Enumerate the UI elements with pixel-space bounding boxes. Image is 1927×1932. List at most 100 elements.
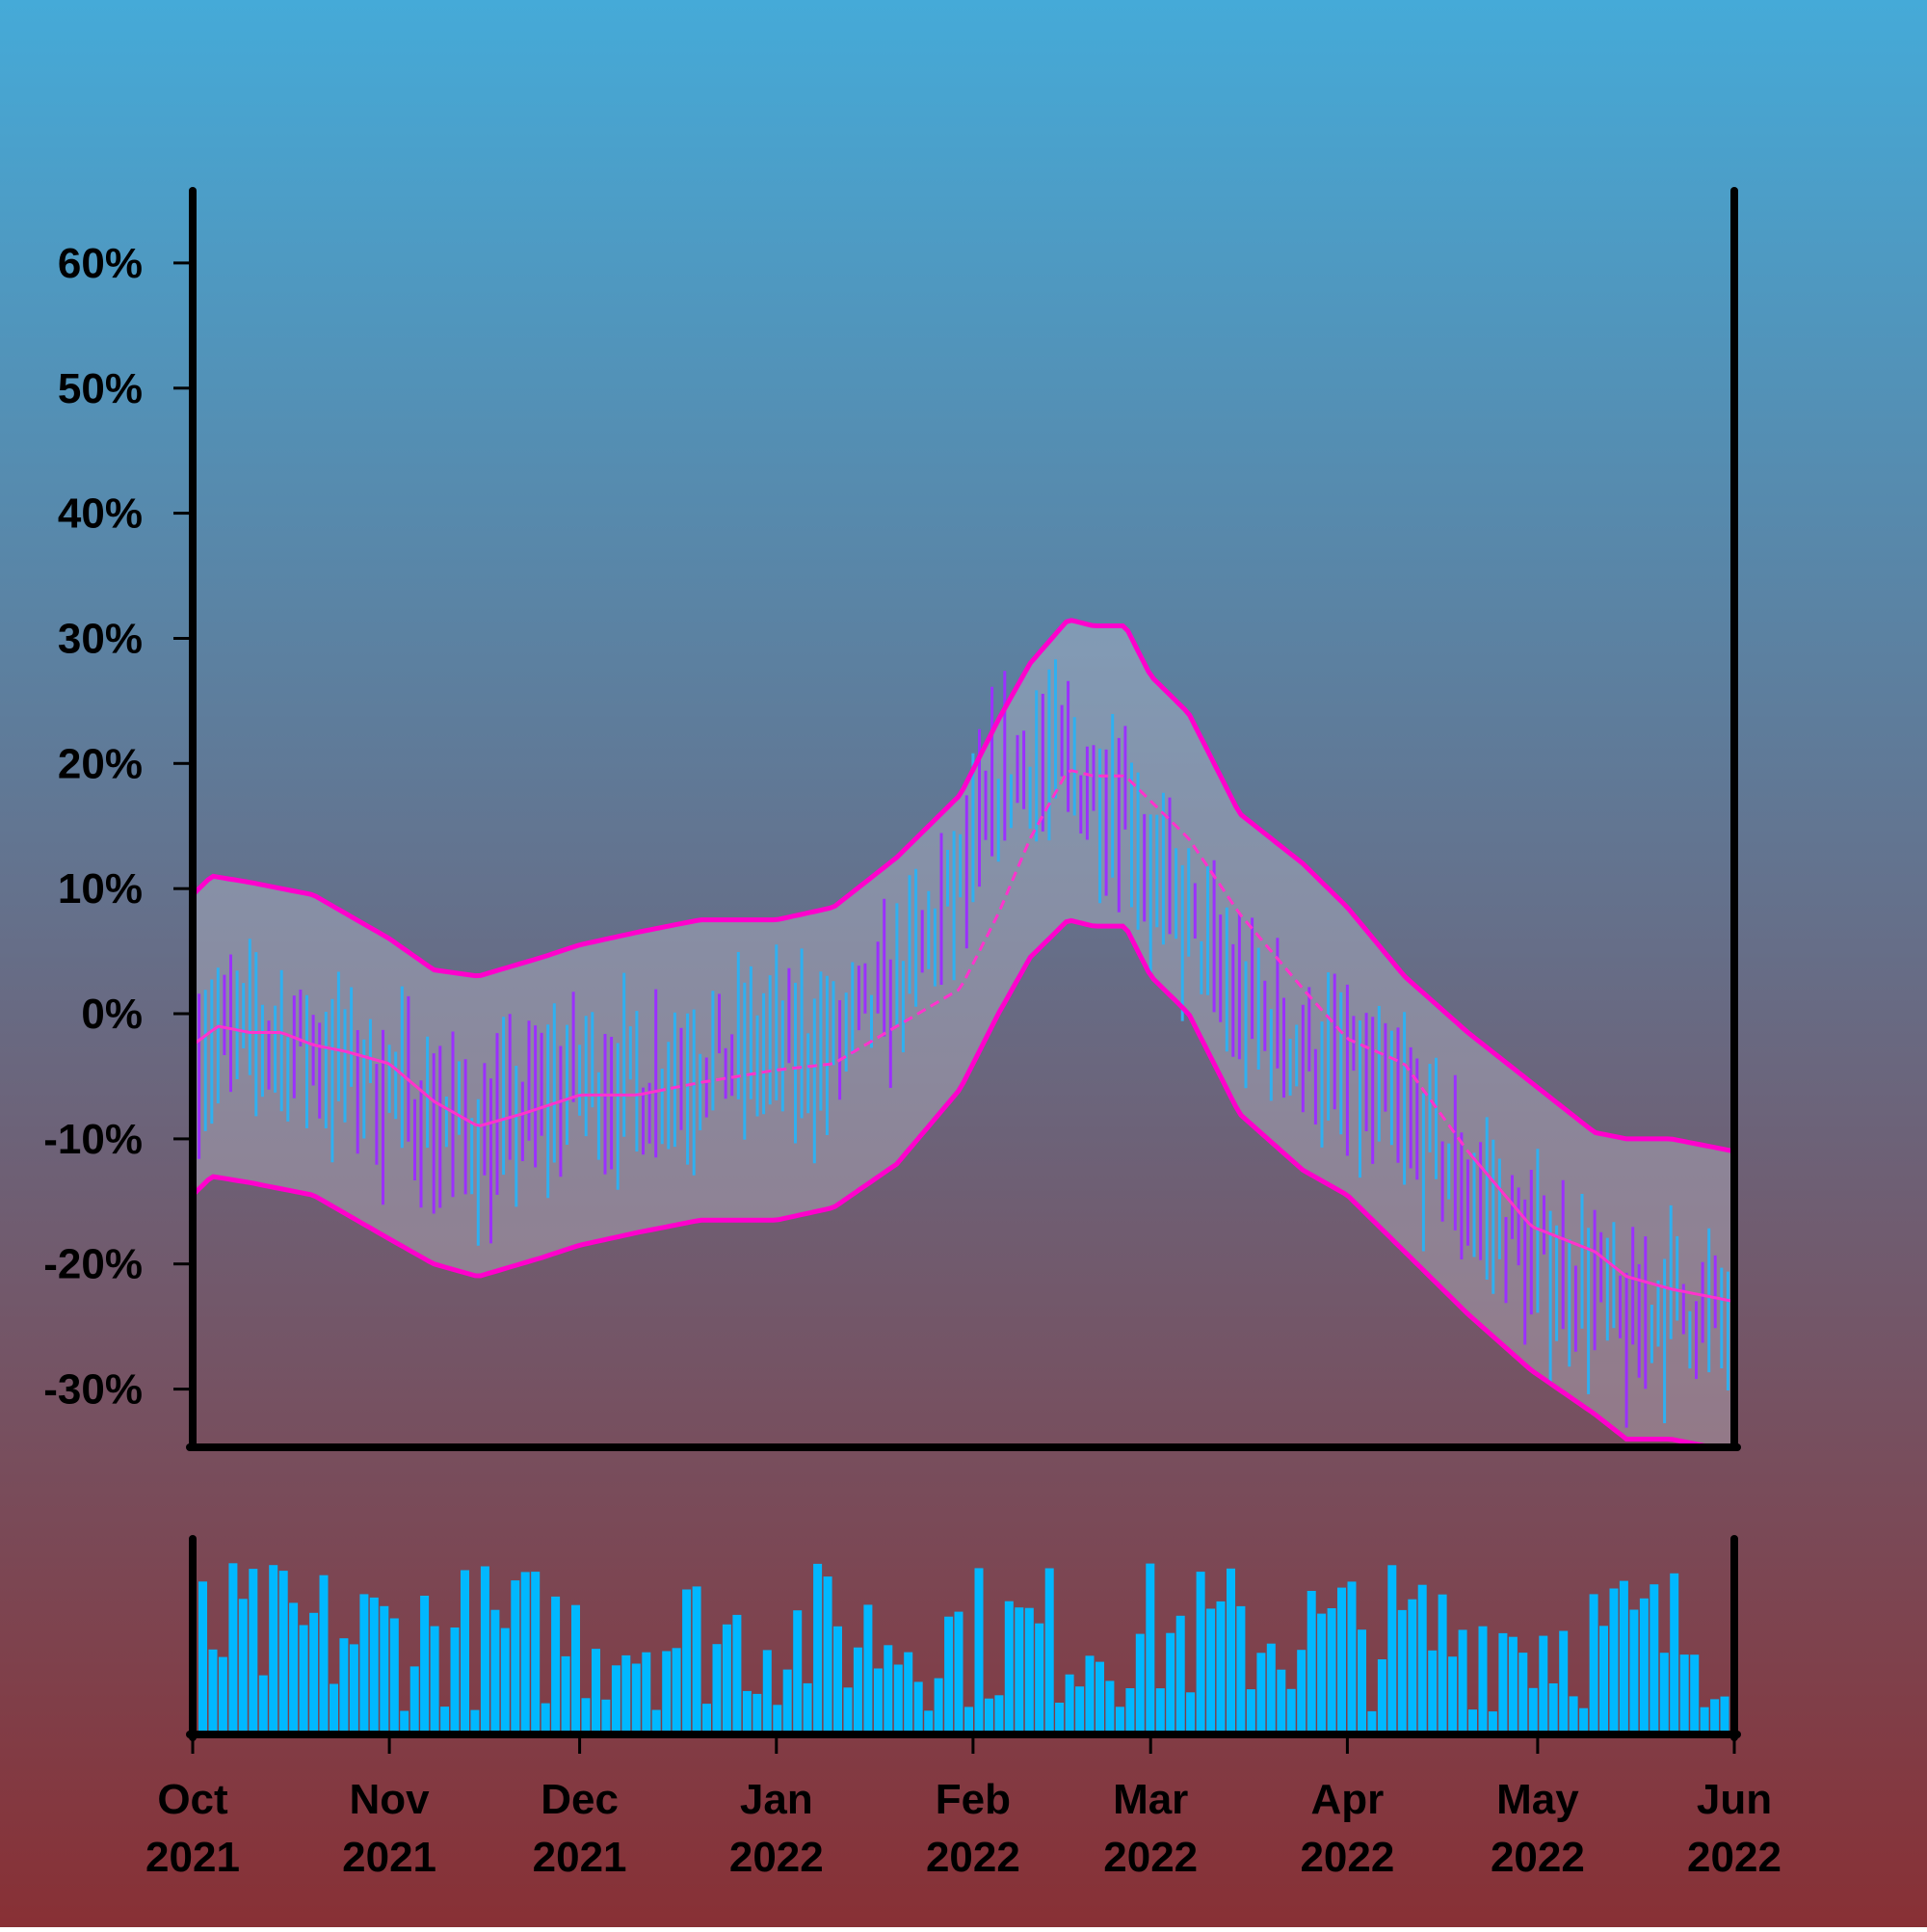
- volume-bar: [1358, 1629, 1366, 1733]
- volume-bar: [541, 1703, 550, 1733]
- upper-band-line: [193, 618, 1734, 1154]
- volume-bar: [1659, 1653, 1669, 1733]
- volume-bar: [1690, 1654, 1700, 1733]
- volume-bar: [1085, 1655, 1095, 1733]
- volume-bar: [1579, 1707, 1589, 1733]
- volume-bar: [1387, 1565, 1397, 1733]
- volume-bar: [954, 1611, 964, 1733]
- volume-bar: [611, 1665, 620, 1733]
- volume-bar: [1186, 1692, 1196, 1733]
- volume-bar: [339, 1638, 349, 1733]
- volume-bar: [1548, 1683, 1558, 1733]
- volume-bar: [944, 1616, 954, 1733]
- volume-bar: [571, 1604, 580, 1733]
- volume-bar: [884, 1645, 893, 1733]
- volume-bar: [289, 1602, 299, 1733]
- volume-bar: [1105, 1681, 1115, 1733]
- y-tick-label: 60%: [58, 240, 143, 287]
- volume-bar: [651, 1709, 661, 1733]
- volume-bar: [1075, 1686, 1085, 1733]
- volume-bar: [782, 1669, 792, 1733]
- lower-band-line: [193, 917, 1715, 1445]
- volume-bar: [1539, 1635, 1548, 1733]
- volume-bar: [420, 1596, 430, 1733]
- volume-bar: [440, 1707, 450, 1733]
- volume-bar: [1175, 1615, 1185, 1733]
- volume-bar: [1196, 1572, 1205, 1733]
- volume-bar: [793, 1610, 803, 1733]
- volume-bar: [470, 1709, 480, 1733]
- volume-bar: [1720, 1696, 1729, 1733]
- volume-bar: [592, 1649, 600, 1733]
- volume-bar: [319, 1575, 329, 1733]
- volume-bar: [1559, 1630, 1569, 1733]
- volume-bar: [934, 1678, 943, 1733]
- volume-bar: [228, 1563, 238, 1733]
- volume-bar: [702, 1704, 711, 1733]
- x-tick-month: May: [1496, 1776, 1579, 1823]
- volume-bar: [1478, 1626, 1488, 1733]
- volume-bar: [1317, 1613, 1327, 1733]
- volume-bar: [1528, 1687, 1538, 1733]
- x-tick-month: Apr: [1311, 1776, 1385, 1823]
- volume-bar: [1256, 1653, 1266, 1733]
- volume-bar: [1216, 1601, 1226, 1733]
- volume-bar: [873, 1668, 883, 1733]
- volume-bar: [1024, 1607, 1034, 1733]
- volume-bar: [672, 1648, 681, 1733]
- y-tick-label: -10%: [43, 1116, 143, 1163]
- volume-bar: [994, 1695, 1004, 1733]
- volume-bar: [500, 1628, 510, 1733]
- volume-bar: [1286, 1688, 1296, 1733]
- volume-bar: [1589, 1594, 1598, 1733]
- volume-bar: [480, 1566, 489, 1733]
- volume-bar: [1417, 1584, 1427, 1733]
- volume-bar: [662, 1651, 672, 1733]
- volume-bar: [1327, 1608, 1336, 1733]
- volume-bar: [742, 1690, 752, 1733]
- volume-bar: [1488, 1711, 1497, 1733]
- volume-bar: [1266, 1643, 1276, 1733]
- volume-bar: [349, 1644, 358, 1733]
- volume-bar: [1508, 1636, 1518, 1733]
- volume-bar: [1619, 1580, 1628, 1733]
- volume-bar: [1670, 1573, 1679, 1733]
- volume-bar: [692, 1586, 701, 1733]
- x-tick-month: Nov: [350, 1776, 431, 1823]
- volume-bar: [198, 1581, 207, 1733]
- volume-bar: [461, 1570, 469, 1733]
- y-tick-label: -20%: [43, 1241, 143, 1288]
- volume-bar: [964, 1707, 973, 1733]
- x-tick-year: 2022: [1103, 1834, 1198, 1881]
- volume-bar: [400, 1710, 409, 1733]
- volume-bar: [1518, 1653, 1528, 1733]
- x-tick-year: 2022: [1687, 1834, 1782, 1881]
- volume-bar: [904, 1652, 913, 1733]
- volume-bar: [581, 1698, 591, 1733]
- volume-bar: [1337, 1587, 1346, 1733]
- plot-area: [193, 618, 1734, 1445]
- volume-bar: [1408, 1599, 1417, 1733]
- volume-bar: [1468, 1709, 1477, 1733]
- volume-bar: [1458, 1629, 1467, 1733]
- volume-bar: [278, 1571, 288, 1733]
- volume-bar: [1246, 1689, 1255, 1733]
- bollinger-band-fill: [193, 620, 1734, 1445]
- x-tick-month: Feb: [936, 1776, 1011, 1823]
- x-tick-year: 2021: [145, 1834, 240, 1881]
- y-tick-label: 50%: [58, 365, 143, 412]
- x-tick-year: 2021: [533, 1834, 627, 1881]
- volume-bar: [803, 1682, 812, 1733]
- volume-bar: [1015, 1607, 1024, 1733]
- x-tick-year: 2022: [1491, 1834, 1585, 1881]
- volume-bar: [299, 1625, 308, 1733]
- volume-bar: [1297, 1650, 1307, 1733]
- volume-bar: [1166, 1632, 1175, 1733]
- volume-bar: [511, 1580, 520, 1733]
- axes: [186, 187, 1741, 1741]
- volume-bar: [1700, 1707, 1709, 1733]
- volume-bar: [1307, 1591, 1316, 1733]
- volume-bar: [409, 1666, 419, 1733]
- volume-bar: [1347, 1581, 1357, 1733]
